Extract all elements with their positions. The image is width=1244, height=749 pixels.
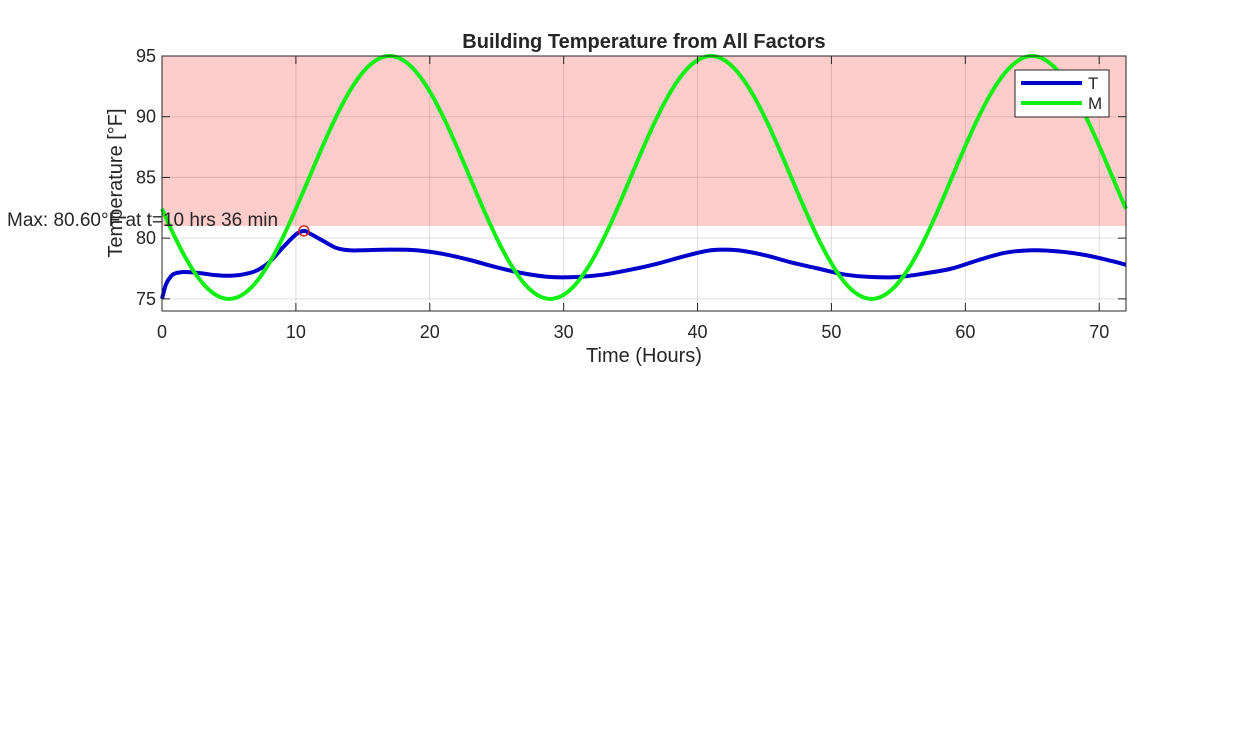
max-label: Max: 80.60°F at t=10 hrs 36 min: [7, 210, 278, 231]
max-annotation: Max: 80.60°F at t=10 hrs 36 min: [7, 210, 310, 237]
x-tick-label: 0: [157, 322, 167, 342]
y-tick-label: 95: [136, 46, 156, 66]
x-tick-label: 10: [286, 322, 306, 342]
y-tick-label: 85: [136, 167, 156, 187]
legend-box: [1014, 69, 1110, 118]
y-tick-label: 80: [136, 228, 156, 248]
series-t-line: [160, 228, 1127, 300]
legend-label-m: M: [1088, 94, 1102, 113]
series-m-line: [160, 54, 1128, 301]
max-marker: [298, 225, 310, 237]
y-axis-label: Temperature [°F]: [105, 108, 127, 257]
y-tick-label: 75: [136, 289, 156, 309]
x-tick-label: 20: [420, 322, 440, 342]
axes: [161, 55, 1127, 312]
y-tick-label: 90: [136, 107, 156, 127]
x-tick-label: 40: [688, 322, 708, 342]
x-tick-label: 60: [955, 322, 975, 342]
threshold-region: [162, 56, 1126, 226]
legend: T M: [1014, 69, 1110, 118]
x-tick-label: 30: [554, 322, 574, 342]
plot-area: [162, 56, 1126, 311]
x-tick-label: 70: [1089, 322, 1109, 342]
tick-labels: 0 10 20 30 40 50 60 70 75 80 85 90 95: [136, 46, 1109, 342]
legend-label-t: T: [1088, 74, 1098, 93]
x-axis-label: Time (Hours): [586, 345, 702, 367]
axes-box: [161, 55, 1127, 312]
series-layer: [160, 54, 1128, 301]
chart-title: Building Temperature from All Factors: [462, 31, 825, 53]
x-tick-label: 50: [821, 322, 841, 342]
